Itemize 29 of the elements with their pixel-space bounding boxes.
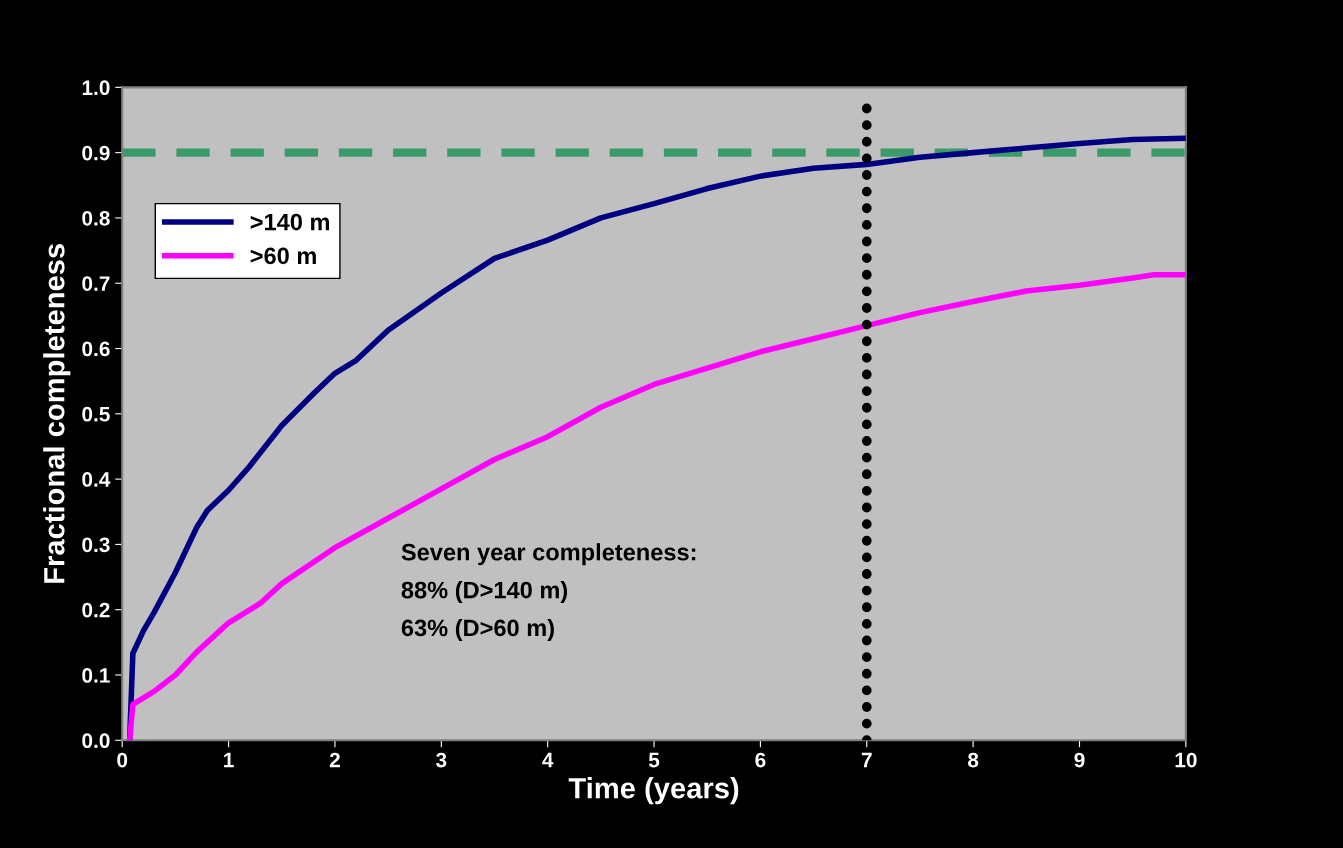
y-tick-label: 0.8 [82,210,110,226]
legend-label: >60 m [250,247,316,265]
x-tick-label: 1 [224,752,234,768]
y-tick-label: 0.2 [82,602,110,618]
y-tick-label: 0.7 [82,276,110,291]
x-tick-label: 9 [1074,752,1085,768]
x-axis-title: Time (years) [568,777,739,805]
y-axis-title: Fractional completeness [43,244,71,583]
x-tick-label: 6 [755,752,766,768]
legend-label: >140 m [250,213,330,231]
y-tick-label: 1.0 [82,80,110,96]
y-tick-label: 0.6 [82,341,110,357]
x-tick-label: 3 [436,752,447,768]
x-tick-label: 4 [542,752,554,768]
annotation: Seven year completeness: [401,543,696,566]
x-tick-label: 0 [117,752,128,768]
x-tick-label: 5 [648,752,660,768]
annotation: 63% (D>60 m) [401,618,554,641]
y-tick-label: 0.0 [82,733,110,749]
y-tick-label: 0.3 [82,537,110,553]
x-tick-label: 7 [861,752,872,768]
y-tick-label: 0.9 [82,145,110,161]
x-tick-label: 2 [329,752,340,768]
y-tick-label: 0.1 [82,668,110,683]
y-tick-label: 0.5 [82,406,110,422]
x-tick-label: 8 [968,752,979,768]
annotation: 88% (D>140 m) [401,581,568,604]
y-tick-label: 0.4 [82,472,111,487]
x-tick-label: 10 [1175,752,1197,768]
